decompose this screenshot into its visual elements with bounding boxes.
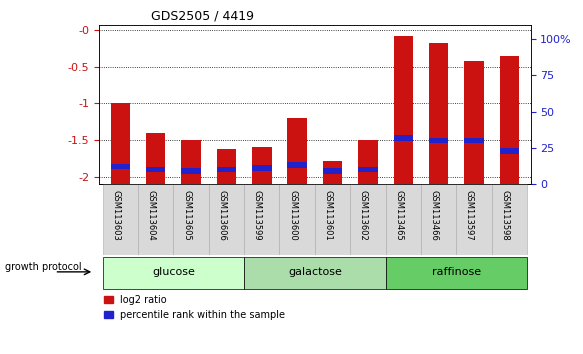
Text: GSM113598: GSM113598 [500,190,510,240]
Bar [429,138,448,143]
Bar [252,147,272,184]
FancyBboxPatch shape [244,184,279,255]
FancyBboxPatch shape [315,184,350,255]
Bar [394,135,413,141]
Bar [181,140,201,184]
Bar [252,165,272,171]
Bar [287,162,307,168]
FancyBboxPatch shape [421,184,456,255]
FancyBboxPatch shape [103,184,138,255]
Text: GSM113599: GSM113599 [253,190,262,240]
Text: galactose: galactose [288,267,342,277]
Text: GSM113600: GSM113600 [288,190,297,240]
Bar [464,61,484,184]
Bar [394,36,413,184]
Bar [358,167,378,172]
Text: GSM113604: GSM113604 [147,190,156,240]
Bar [146,133,166,184]
Bar [464,138,484,143]
Text: GSM113605: GSM113605 [182,190,191,240]
Bar [323,168,342,174]
Bar [287,118,307,184]
FancyBboxPatch shape [491,184,527,255]
FancyBboxPatch shape [103,257,244,289]
FancyBboxPatch shape [456,184,491,255]
Bar [358,140,378,184]
FancyBboxPatch shape [279,184,315,255]
Bar [500,148,519,154]
Text: GSM113466: GSM113466 [430,190,438,241]
Text: glucose: glucose [152,267,195,277]
Text: GDS2505 / 4419: GDS2505 / 4419 [151,9,254,22]
Text: raffinose: raffinose [431,267,481,277]
Text: GSM113597: GSM113597 [465,190,474,240]
Bar [181,168,201,174]
Bar [323,161,342,184]
Bar [500,56,519,184]
FancyBboxPatch shape [244,257,385,289]
Text: GSM113603: GSM113603 [111,190,120,241]
FancyBboxPatch shape [209,184,244,255]
FancyBboxPatch shape [385,257,527,289]
Text: GSM113606: GSM113606 [217,190,226,241]
Text: GSM113465: GSM113465 [394,190,403,240]
FancyBboxPatch shape [138,184,173,255]
Bar [217,167,236,172]
Legend: log2 ratio, percentile rank within the sample: log2 ratio, percentile rank within the s… [100,291,289,324]
FancyBboxPatch shape [350,184,385,255]
Text: growth protocol: growth protocol [5,262,82,272]
Bar [429,43,448,184]
Bar [146,167,166,172]
Bar [217,149,236,184]
FancyBboxPatch shape [173,184,209,255]
Text: GSM113601: GSM113601 [324,190,332,240]
Bar [111,164,130,170]
Bar [111,103,130,184]
FancyBboxPatch shape [385,184,421,255]
Text: GSM113602: GSM113602 [359,190,368,240]
